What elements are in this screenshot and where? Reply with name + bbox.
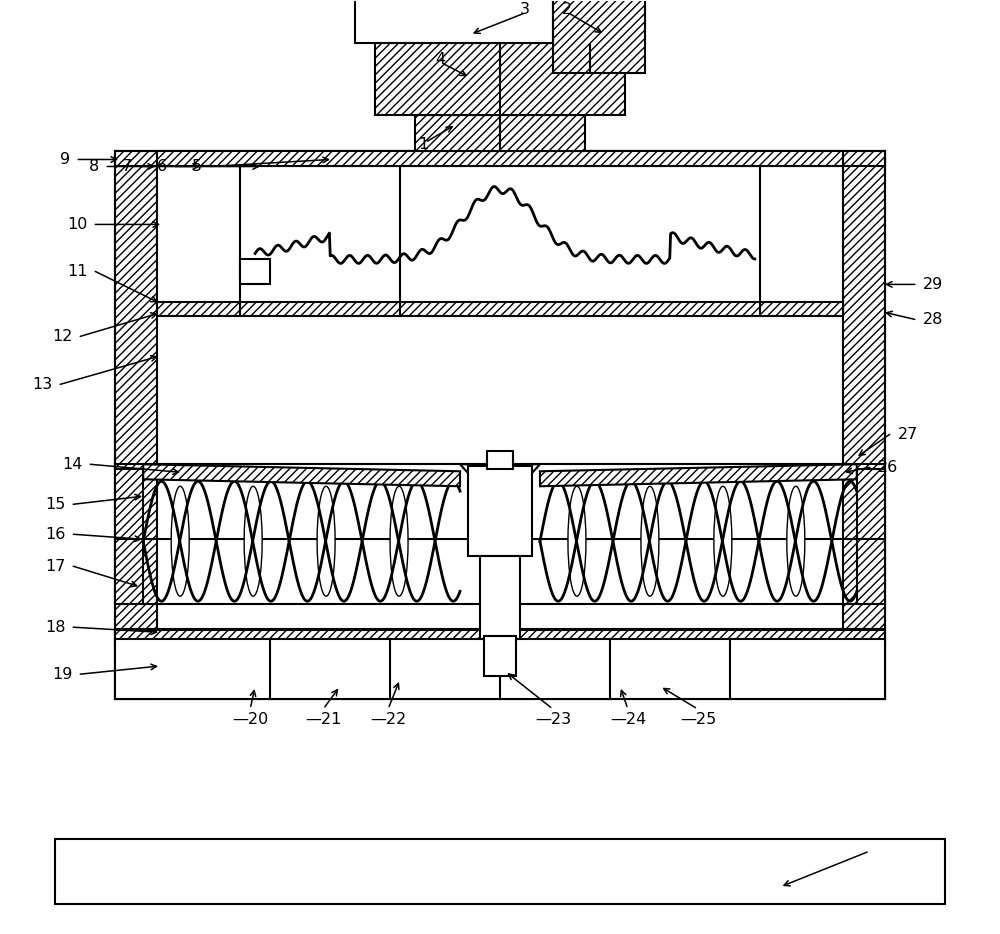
Text: —23: —23 bbox=[535, 712, 571, 727]
Bar bbox=[240, 260, 270, 284]
Text: 19: 19 bbox=[52, 667, 72, 682]
Text: 26: 26 bbox=[878, 460, 898, 474]
Text: 7: 7 bbox=[122, 159, 132, 174]
Ellipse shape bbox=[317, 487, 335, 596]
Bar bbox=[484, 636, 516, 676]
Ellipse shape bbox=[390, 487, 408, 596]
Text: 3: 3 bbox=[520, 2, 530, 17]
Text: 5: 5 bbox=[192, 159, 202, 174]
Text: 13: 13 bbox=[32, 376, 52, 392]
Bar bbox=[487, 451, 513, 469]
Ellipse shape bbox=[641, 487, 659, 596]
Text: 27: 27 bbox=[898, 427, 918, 442]
Text: —25: —25 bbox=[680, 712, 716, 727]
Text: 10: 10 bbox=[67, 217, 87, 232]
Ellipse shape bbox=[714, 487, 732, 596]
Bar bbox=[415, 115, 585, 151]
Bar bbox=[468, 466, 532, 557]
Ellipse shape bbox=[171, 487, 189, 596]
Polygon shape bbox=[143, 464, 460, 487]
Bar bbox=[115, 154, 157, 700]
Text: 9: 9 bbox=[60, 152, 70, 167]
Bar bbox=[115, 469, 143, 604]
Bar bbox=[157, 166, 843, 315]
Text: 8: 8 bbox=[89, 159, 99, 174]
Polygon shape bbox=[460, 464, 540, 487]
Ellipse shape bbox=[244, 487, 262, 596]
Bar bbox=[115, 639, 885, 700]
Bar bbox=[857, 469, 885, 604]
Bar bbox=[157, 303, 843, 317]
Bar bbox=[115, 151, 885, 166]
Text: 4: 4 bbox=[435, 52, 445, 67]
Text: 1: 1 bbox=[418, 137, 428, 152]
Text: —20: —20 bbox=[232, 712, 268, 727]
Bar bbox=[375, 43, 625, 115]
Bar bbox=[157, 151, 843, 166]
Text: 29: 29 bbox=[923, 276, 943, 292]
Bar bbox=[553, 0, 645, 73]
Text: 14: 14 bbox=[62, 457, 82, 472]
Text: —22: —22 bbox=[370, 712, 406, 727]
Text: 17: 17 bbox=[45, 559, 65, 573]
Text: 18: 18 bbox=[45, 619, 65, 635]
Text: 12: 12 bbox=[52, 329, 72, 344]
Bar bbox=[843, 154, 885, 700]
Bar bbox=[55, 839, 945, 904]
Text: 15: 15 bbox=[45, 497, 65, 512]
Ellipse shape bbox=[568, 487, 586, 596]
Bar bbox=[480, 557, 520, 639]
Bar bbox=[355, 0, 645, 43]
Ellipse shape bbox=[787, 487, 805, 596]
Polygon shape bbox=[540, 464, 857, 487]
Text: 2: 2 bbox=[562, 2, 572, 17]
Text: 28: 28 bbox=[923, 312, 943, 327]
Text: —24: —24 bbox=[610, 712, 646, 727]
Text: 11: 11 bbox=[67, 264, 87, 279]
Text: 16: 16 bbox=[45, 527, 65, 542]
Text: 6: 6 bbox=[157, 159, 167, 174]
Bar bbox=[115, 630, 885, 644]
Text: —21: —21 bbox=[305, 712, 341, 727]
